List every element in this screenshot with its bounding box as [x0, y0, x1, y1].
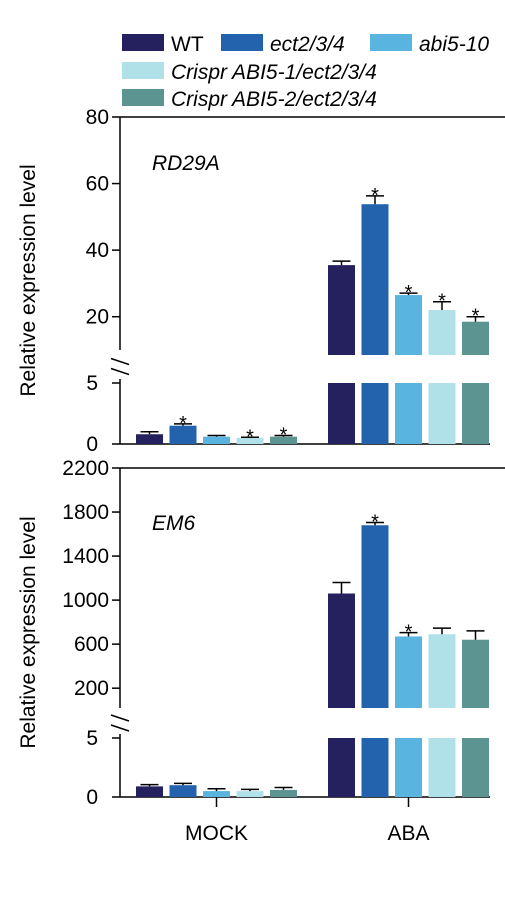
bar-lower-segment-1-0 [328, 383, 355, 444]
significance-star-1-2: * [405, 282, 413, 304]
y-tick-label-lower-1: 5 [86, 372, 98, 395]
bar-lower-segment-1-4 [462, 738, 489, 797]
bar-1-4 [462, 639, 489, 708]
bar-lower-segment-1-0 [328, 738, 355, 797]
bar-0-0 [136, 434, 163, 444]
bar-0-4 [270, 436, 297, 444]
y-tick-label-lower-1: 5 [86, 727, 98, 750]
legend-swatch-3 [122, 62, 164, 79]
y-tick-label-upper-1: 40 [86, 239, 109, 262]
bar-1-0 [328, 593, 355, 708]
y-tick-label-lower-0: 0 [86, 433, 98, 456]
axis-break-mark-bottom [110, 724, 130, 732]
y-tick-label-upper-2: 60 [86, 173, 109, 196]
bar-lower-segment-1-4 [462, 383, 489, 444]
bar-lower-segment-1-1 [361, 738, 389, 797]
legend-label-3: Crispr ABI5-1/ect2/3/4 [171, 61, 377, 84]
y-tick-label-upper-1: 600 [74, 633, 109, 656]
legend-label-4: Crispr ABI5-2/ect2/3/4 [171, 88, 377, 111]
bar-1-1 [361, 525, 389, 708]
legend-swatch-1 [221, 34, 263, 51]
y-tick-label-upper-4: 1800 [62, 501, 109, 524]
legend-label-2: abi5-10 [419, 33, 489, 56]
legend-swatch-2 [370, 34, 412, 51]
axis-break-mark-bottom [110, 367, 130, 376]
legend: WT ect2/3/4 abi5-10 Crispr ABI5-1/ect2/3/4 C… [122, 33, 489, 111]
bar-1-1 [361, 204, 389, 355]
y-tick-label-upper-0: 20 [86, 306, 109, 329]
significance-star-0-1: * [179, 413, 187, 435]
bar-1-0 [328, 265, 355, 355]
legend-label-1: ect2/3/4 [270, 33, 345, 56]
bar-0-0 [136, 786, 163, 797]
gene-label: EM6 [152, 512, 196, 535]
significance-star-1-4: * [472, 306, 480, 328]
bar-lower-segment-1-2 [395, 738, 422, 797]
significance-star-1-2: * [405, 622, 413, 644]
bar-0-3 [236, 791, 264, 797]
y-axis-title: Relative expression level [17, 516, 40, 748]
bar-1-3 [428, 310, 456, 355]
y-tick-label-upper-3: 80 [86, 106, 109, 129]
bar-1-2 [395, 636, 422, 708]
y-tick-label-upper-0: 200 [74, 677, 109, 700]
bar-0-2 [203, 436, 230, 444]
panel-rd29a: 20 40 60 80 0 5 Relative expression level RD29A… [17, 106, 505, 456]
x-category-label-0: MOCK [185, 822, 248, 845]
y-tick-label-upper-3: 1400 [62, 545, 109, 568]
bar-1-2 [395, 295, 422, 355]
significance-star-0-3: * [246, 426, 254, 448]
legend-label-0: WT [171, 33, 204, 56]
bar-lower-segment-1-3 [428, 738, 456, 797]
bar-0-4 [270, 789, 297, 797]
significance-star-1-1: * [371, 511, 379, 533]
axis-break-mark-top [110, 714, 130, 722]
y-axis-title: Relative expression level [17, 164, 40, 396]
bar-lower-segment-1-2 [395, 383, 422, 444]
y-tick-label-lower-0: 0 [86, 786, 98, 809]
axis-break-mark-top [110, 357, 130, 366]
bar-1-3 [428, 634, 456, 708]
panel-em6: 200 600 1000 1400 1800 2200 0 5 Relative express… [17, 457, 505, 809]
bar-lower-segment-1-3 [428, 383, 456, 444]
x-axis-categories: MOCK ABA [185, 797, 430, 845]
legend-swatch-4 [122, 89, 164, 106]
bar-0-1 [169, 785, 197, 797]
significance-star-0-4: * [280, 424, 288, 446]
gene-label: RD29A [152, 152, 220, 175]
bar-0-1 [169, 425, 197, 444]
significance-star-1-3: * [438, 291, 446, 313]
y-tick-label-upper-5: 2200 [62, 457, 109, 480]
bar-lower-segment-1-1 [361, 383, 389, 444]
x-category-label-1: ABA [387, 822, 429, 845]
y-tick-label-upper-2: 1000 [62, 589, 109, 612]
significance-star-1-1: * [371, 185, 379, 207]
bar-0-3 [236, 437, 264, 444]
legend-swatch-0 [122, 34, 164, 51]
bar-0-2 [203, 791, 230, 797]
bar-1-4 [462, 321, 489, 355]
